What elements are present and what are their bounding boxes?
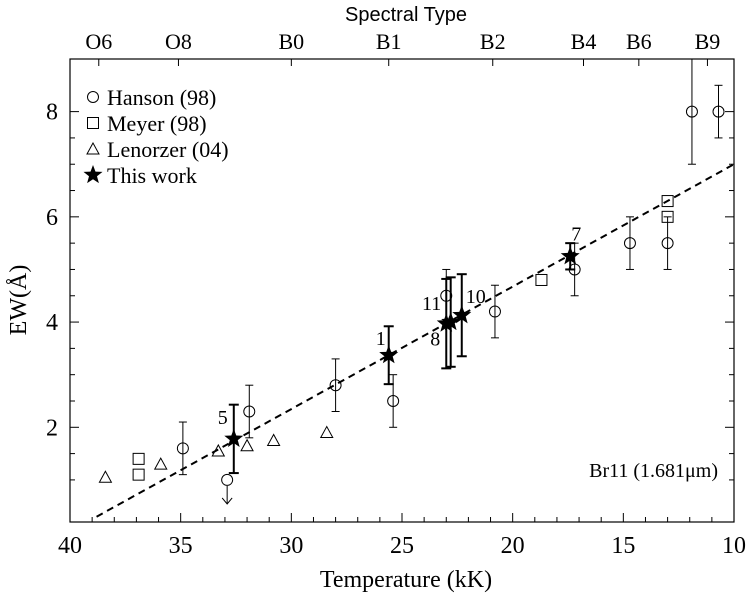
- triangle-point: [153, 457, 168, 470]
- circle-point: [329, 379, 342, 392]
- circle-point: [221, 473, 234, 486]
- x-tick-label: 20: [501, 533, 525, 559]
- y-tick-label: 2: [46, 415, 58, 441]
- data-group: 5 1 8 11 10 7: [98, 58, 725, 505]
- legend-label: This work: [107, 163, 197, 188]
- square-point: [661, 210, 674, 223]
- point-label: 1: [376, 328, 386, 350]
- square-point: [132, 468, 145, 481]
- y-tick-label: 6: [46, 205, 58, 231]
- legend-label: Lenorzer (04): [107, 137, 229, 162]
- legend-label: Hanson (98): [107, 85, 216, 110]
- circle-point: [488, 305, 501, 318]
- legend-label: Meyer (98): [107, 111, 207, 136]
- circle-point: [712, 105, 725, 118]
- star-point: [224, 428, 244, 447]
- top-tick-label: B2: [480, 29, 506, 54]
- x-axis-title: Temperature (kK): [320, 567, 492, 593]
- top-tick-label: B0: [278, 29, 304, 54]
- triangle-point: [319, 425, 334, 439]
- line-annotation: Br11 (1.681μm): [589, 460, 718, 482]
- fit-line-group: [96, 163, 735, 518]
- point-label: 11: [422, 293, 441, 315]
- legend-triangle-icon: [86, 141, 100, 155]
- y-axis-title: EW(Å): [6, 265, 32, 336]
- x-tick-label: 10: [722, 533, 746, 559]
- x-tick-label: 30: [279, 533, 303, 559]
- square-point: [535, 273, 548, 286]
- circle-point: [623, 237, 636, 250]
- fit-line: [96, 163, 735, 518]
- x-tick-label: 15: [611, 533, 635, 559]
- star-point: [560, 246, 580, 265]
- y-tick-label: 4: [46, 310, 58, 336]
- point-label: 8: [430, 329, 440, 351]
- circle-point: [387, 394, 400, 407]
- star-point: [452, 305, 472, 324]
- x-tick-label: 35: [169, 533, 193, 559]
- top-tick-label: B1: [376, 29, 402, 54]
- legend-star-icon: [83, 165, 103, 184]
- top-tick-label: B9: [695, 29, 721, 54]
- circle-point: [661, 237, 674, 250]
- point-label: 5: [218, 407, 228, 429]
- triangle-point: [98, 470, 113, 483]
- triangle-point: [211, 443, 226, 457]
- upper-limit-arrowhead: [221, 497, 233, 505]
- top-tick-label: O8: [165, 29, 192, 54]
- square-point: [661, 195, 674, 208]
- star-point: [441, 312, 461, 331]
- circle-point: [176, 442, 189, 455]
- top-tick-label: O6: [85, 29, 112, 54]
- square-point: [132, 452, 145, 465]
- point-label: 7: [571, 223, 581, 245]
- legend-square-icon: [87, 117, 99, 129]
- top-tick-label: B4: [571, 29, 597, 54]
- top-tick-label: B6: [626, 29, 652, 54]
- legend: Hanson (98)Meyer (98)Lenorzer (04)This w…: [83, 85, 229, 188]
- triangle-point: [240, 438, 254, 452]
- x-tick-label: 40: [58, 533, 82, 559]
- circle-point: [685, 105, 698, 118]
- x-tick-label: 25: [390, 533, 414, 559]
- point-label: 10: [466, 286, 486, 308]
- star-point: [379, 345, 399, 364]
- legend-circle-icon: [87, 91, 99, 103]
- top-axis-title: Spectral Type: [345, 4, 467, 26]
- circle-point: [243, 405, 256, 418]
- y-tick-label: 8: [46, 100, 58, 126]
- triangle-point: [266, 433, 281, 446]
